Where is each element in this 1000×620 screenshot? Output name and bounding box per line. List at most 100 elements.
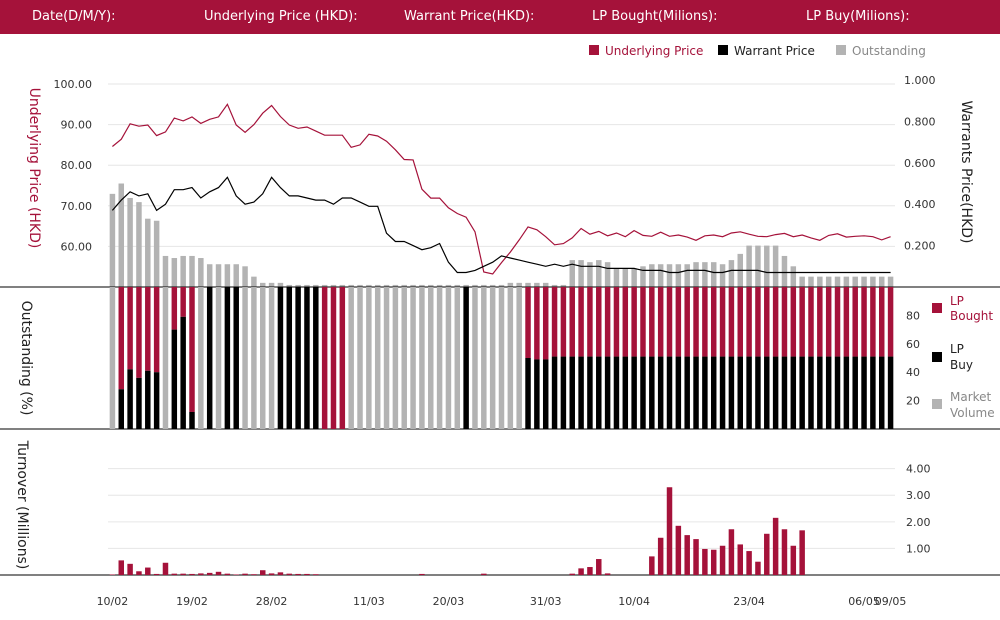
turnover-bar bbox=[675, 525, 682, 575]
legend-label-lp-bought: LP bbox=[950, 294, 964, 308]
lp-buy-bar bbox=[684, 356, 690, 429]
lp-bought-bar bbox=[587, 287, 593, 357]
turnover-bar bbox=[162, 562, 169, 575]
lp-buy-bar bbox=[640, 356, 646, 429]
outstanding-bar bbox=[710, 262, 717, 287]
outstanding-bar bbox=[348, 284, 354, 287]
turnover-bar bbox=[746, 551, 752, 575]
turnover-bar bbox=[171, 573, 178, 575]
lp-buy-bar bbox=[825, 356, 832, 429]
outstanding-bar bbox=[489, 284, 496, 287]
lp-buy-bar bbox=[463, 287, 469, 429]
outstanding-bar bbox=[357, 284, 363, 287]
outstanding-bar bbox=[728, 260, 735, 287]
market-volume-bar bbox=[454, 287, 461, 429]
outstanding-bar bbox=[277, 282, 284, 287]
outstanding-axis-title: Outstanding (%) bbox=[18, 301, 34, 416]
outstanding-bar bbox=[251, 276, 257, 287]
turnover-bar bbox=[268, 573, 275, 575]
x-tick-label: 09/05 bbox=[875, 595, 907, 608]
lp-buy-bar bbox=[596, 356, 602, 429]
legend-label-lp-buy: Buy bbox=[950, 358, 973, 372]
turnover-bar bbox=[109, 574, 116, 575]
outstanding-bar bbox=[657, 264, 664, 287]
lp-buy-bar bbox=[861, 356, 867, 429]
lp-buy-bar bbox=[313, 287, 319, 429]
outstanding-bar bbox=[268, 282, 275, 287]
outstanding-bar bbox=[878, 276, 885, 287]
outstanding-bar bbox=[551, 284, 558, 287]
y-left-tick-label: 60.00 bbox=[61, 240, 93, 253]
date-label: Date(D/M/Y): bbox=[32, 9, 116, 24]
market-volume-bar bbox=[507, 287, 514, 429]
outstanding-bar bbox=[215, 264, 222, 287]
lp-bought-bar bbox=[180, 287, 186, 317]
lp-buy-bar bbox=[772, 356, 779, 429]
turnover-bar bbox=[772, 517, 779, 575]
outstanding-bar bbox=[684, 264, 690, 287]
outstanding-bar bbox=[454, 284, 461, 287]
turnover-bar bbox=[710, 549, 717, 575]
lp-bought-bar bbox=[525, 287, 531, 358]
turnover-bar bbox=[481, 573, 487, 575]
legend-label-warrant: Warrant Price bbox=[734, 44, 815, 58]
lp-buy-bar bbox=[153, 372, 160, 429]
lp-bought-bar bbox=[746, 287, 752, 357]
outstanding-bar bbox=[587, 262, 593, 287]
lp-bought-bar bbox=[649, 287, 655, 357]
market-volume-bar bbox=[489, 287, 496, 429]
lp-bought-bar bbox=[870, 287, 876, 357]
legend-swatch-lp-buy bbox=[932, 352, 942, 362]
turnover-bar bbox=[233, 574, 239, 575]
y-left-tick-label: 80.00 bbox=[61, 159, 93, 172]
lp-buy-bar bbox=[702, 356, 708, 429]
market-volume-bar bbox=[392, 287, 399, 429]
market-volume-bar bbox=[242, 287, 248, 429]
y-left-tick-label: 100.00 bbox=[54, 78, 93, 91]
outstanding-bar bbox=[436, 284, 443, 287]
outstanding-bar bbox=[366, 284, 372, 287]
warrant-price-line bbox=[111, 176, 891, 274]
market-volume-bar bbox=[401, 287, 407, 429]
outstanding-bar bbox=[224, 264, 231, 287]
outstanding-bar bbox=[339, 284, 346, 287]
lp-buy-bar bbox=[145, 370, 151, 429]
lp-bought-bar bbox=[702, 287, 708, 357]
lp-buy-bar bbox=[295, 287, 301, 429]
lp-bought-bar bbox=[675, 287, 682, 357]
lp-buy-bar bbox=[799, 356, 805, 429]
lp-buy-bar bbox=[852, 356, 858, 429]
turnover-bar bbox=[198, 573, 204, 575]
lp-bought-bar bbox=[772, 287, 779, 357]
lp-buy-bar bbox=[118, 389, 125, 429]
outstanding-bar bbox=[206, 264, 213, 287]
x-tick-label: 28/02 bbox=[256, 595, 288, 608]
lp-buy-bar bbox=[631, 356, 637, 429]
lp-bought-bar bbox=[719, 287, 726, 357]
lp-buy-bar bbox=[587, 356, 593, 429]
outstanding-bar bbox=[419, 284, 425, 287]
turnover-bar bbox=[684, 535, 690, 575]
outstanding-bar bbox=[171, 258, 178, 287]
lp-bought-bar bbox=[808, 287, 814, 357]
lp-bought-bar bbox=[755, 287, 761, 357]
outstanding-bar bbox=[295, 284, 301, 287]
lp-buy-bar bbox=[657, 356, 664, 429]
lp-bought-bar bbox=[551, 287, 558, 357]
outstanding-bar bbox=[463, 284, 469, 287]
lp-buy-bar bbox=[525, 358, 531, 429]
lp-buy-bar bbox=[560, 356, 567, 429]
turnover-bar bbox=[224, 573, 231, 575]
legend-swatch-warrant bbox=[718, 45, 728, 55]
turnover-bar bbox=[657, 537, 664, 575]
outstanding-tick-label: 60 bbox=[906, 338, 920, 351]
lp-bought-bar bbox=[825, 287, 832, 357]
outstanding-tick-label: 80 bbox=[906, 309, 920, 322]
outstanding-bar bbox=[330, 284, 337, 287]
lp-bought-bar bbox=[887, 287, 894, 357]
outstanding-bar bbox=[498, 284, 505, 287]
market-volume-bar bbox=[198, 287, 204, 429]
lp-buy-bar bbox=[542, 359, 549, 429]
outstanding-bar bbox=[383, 284, 390, 287]
y-left-axis-title: Underlying Price (HKD) bbox=[26, 88, 42, 249]
